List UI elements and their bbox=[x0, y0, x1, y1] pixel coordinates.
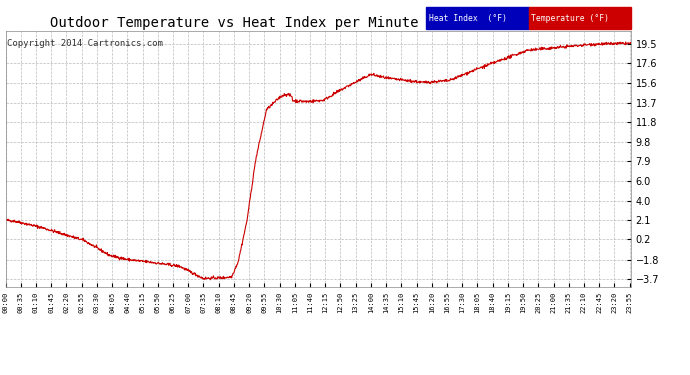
Text: Copyright 2014 Cartronics.com: Copyright 2014 Cartronics.com bbox=[7, 39, 163, 48]
Text: Heat Index  (°F): Heat Index (°F) bbox=[429, 14, 507, 23]
Title: Outdoor Temperature vs Heat Index per Minute (24 Hours) 20140103: Outdoor Temperature vs Heat Index per Mi… bbox=[50, 16, 586, 30]
Text: Temperature (°F): Temperature (°F) bbox=[531, 14, 609, 23]
